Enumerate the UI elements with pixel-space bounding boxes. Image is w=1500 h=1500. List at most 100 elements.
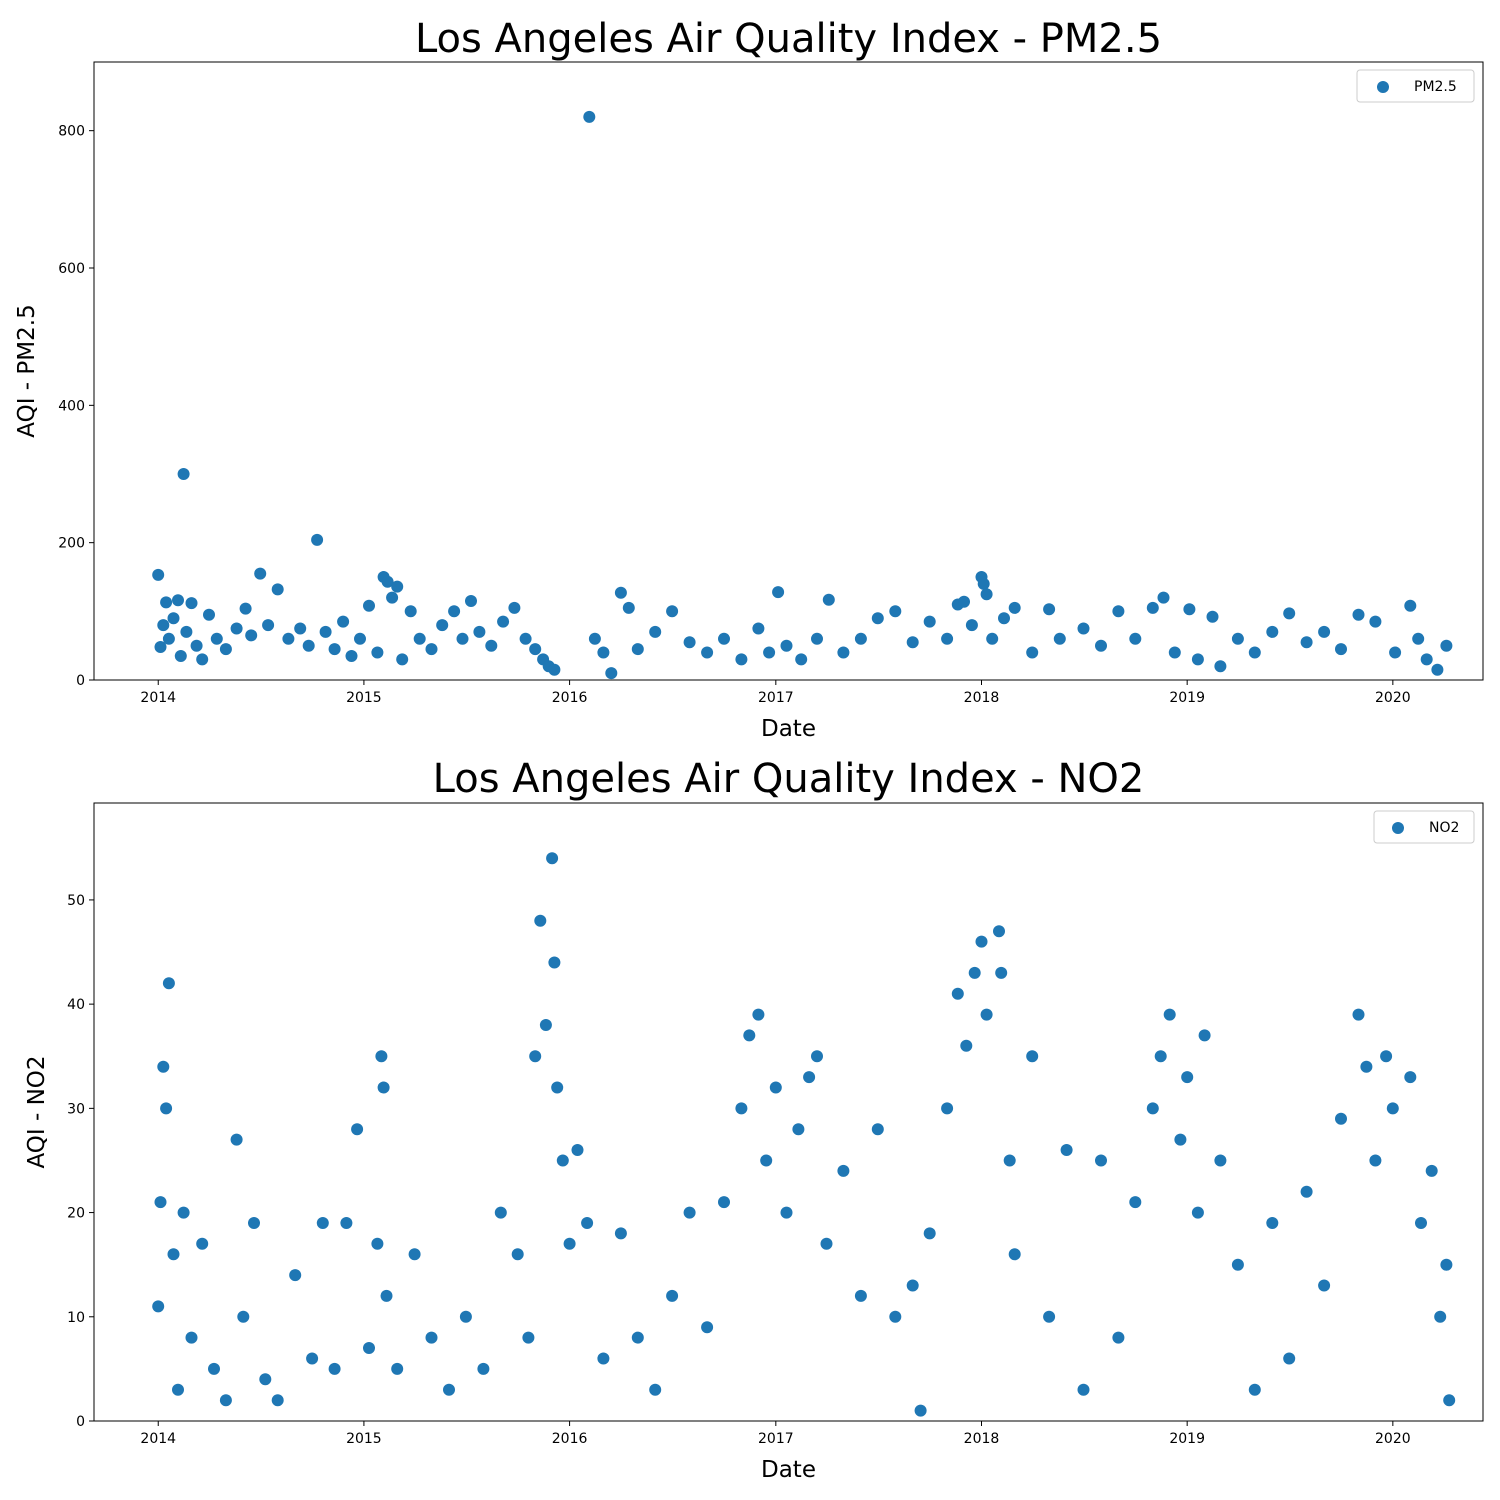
data-point (752, 622, 765, 635)
data-point (993, 925, 1005, 938)
legend-label: NO2 (1429, 820, 1459, 836)
data-point (772, 586, 785, 599)
data-point (167, 1248, 180, 1261)
data-point (780, 1206, 793, 1219)
data-point (683, 636, 696, 649)
data-point (1335, 1112, 1347, 1125)
chart-panel-no2: Los Angeles Air Quality Index - NO2 2014… (24, 756, 1484, 1483)
data-point (1112, 605, 1125, 618)
data-point (960, 1039, 973, 1052)
x-tick-label: 2019 (1169, 1431, 1205, 1447)
y-tick-label: 0 (76, 673, 85, 689)
data-point (254, 567, 267, 580)
data-point (1415, 1217, 1427, 1229)
data-point (906, 636, 919, 649)
data-point (494, 1206, 507, 1219)
data-point (282, 632, 295, 645)
data-point (529, 1050, 542, 1063)
data-point (975, 935, 988, 948)
data-point (792, 1123, 805, 1136)
x-tick-label: 2016 (552, 1431, 588, 1447)
data-point (941, 632, 954, 645)
data-point (718, 632, 730, 645)
data-point (958, 595, 970, 608)
data-point (237, 1310, 250, 1323)
data-point (1300, 1185, 1313, 1198)
data-point (811, 1050, 823, 1063)
data-point (311, 533, 324, 546)
data-point (614, 1227, 627, 1240)
data-point (396, 653, 409, 666)
data-point (519, 632, 532, 645)
legend-label: PM2.5 (1414, 79, 1457, 95)
data-point (157, 1060, 170, 1073)
data-point (534, 914, 547, 927)
data-point (597, 1352, 610, 1365)
data-point (1318, 1279, 1331, 1292)
data-point (1335, 643, 1347, 656)
data-point (752, 1008, 765, 1021)
data-point (1369, 1154, 1382, 1167)
data-point (337, 615, 350, 628)
data-point (208, 1362, 220, 1375)
data-point (914, 1404, 927, 1417)
data-point (1352, 1008, 1365, 1021)
x-tick-label: 2017 (758, 1431, 794, 1447)
data-point (597, 646, 610, 659)
x-axis-label: Date (761, 716, 816, 742)
data-point (289, 1269, 302, 1282)
data-point (1266, 1217, 1279, 1229)
data-point (219, 1394, 232, 1407)
y-tick-label: 10 (67, 1310, 85, 1326)
data-point (923, 1227, 936, 1240)
data-point (649, 625, 662, 638)
data-point (760, 1154, 773, 1167)
data-point (328, 1362, 341, 1375)
plot-area (93, 802, 1484, 1422)
data-point (811, 632, 823, 645)
chart-title: Los Angeles Air Quality Index - PM2.5 (415, 16, 1162, 62)
data-point (1053, 632, 1066, 645)
data-point (1214, 660, 1227, 673)
data-point (448, 605, 461, 618)
data-point (683, 1206, 696, 1219)
data-point (1420, 653, 1433, 666)
data-point (1352, 608, 1365, 621)
data-point (1443, 1394, 1456, 1407)
x-tick-label: 2015 (346, 1431, 382, 1447)
data-point (380, 1289, 393, 1302)
data-point (923, 615, 936, 628)
data-point (1157, 591, 1170, 604)
data-point (1129, 632, 1142, 645)
data-point (248, 1217, 260, 1229)
data-point (1300, 636, 1313, 649)
data-point (522, 1331, 535, 1344)
data-point (316, 1217, 329, 1229)
data-point (1440, 1258, 1453, 1271)
data-point (995, 966, 1008, 979)
data-point (614, 586, 627, 599)
data-point (1206, 610, 1219, 623)
x-tick-label: 2014 (140, 1431, 176, 1447)
data-point (363, 1342, 375, 1354)
x-tick-label: 2020 (1375, 690, 1411, 706)
data-point (666, 605, 679, 618)
data-point (718, 1196, 730, 1209)
data-point (666, 1289, 679, 1302)
data-point (735, 1102, 748, 1115)
x-tick-label: 2015 (346, 690, 382, 706)
data-point (1060, 1144, 1073, 1156)
data-point (1077, 622, 1090, 635)
data-point (271, 1394, 284, 1407)
data-point (340, 1217, 353, 1229)
data-point (210, 632, 223, 645)
data-point (1026, 646, 1039, 659)
data-point (425, 643, 438, 656)
scatter-points (152, 110, 1453, 680)
data-point (986, 632, 999, 645)
data-point (154, 641, 167, 653)
data-point (485, 639, 498, 652)
data-point (1231, 632, 1244, 645)
y-tick-label: 50 (67, 893, 85, 909)
data-point (1008, 601, 1021, 614)
